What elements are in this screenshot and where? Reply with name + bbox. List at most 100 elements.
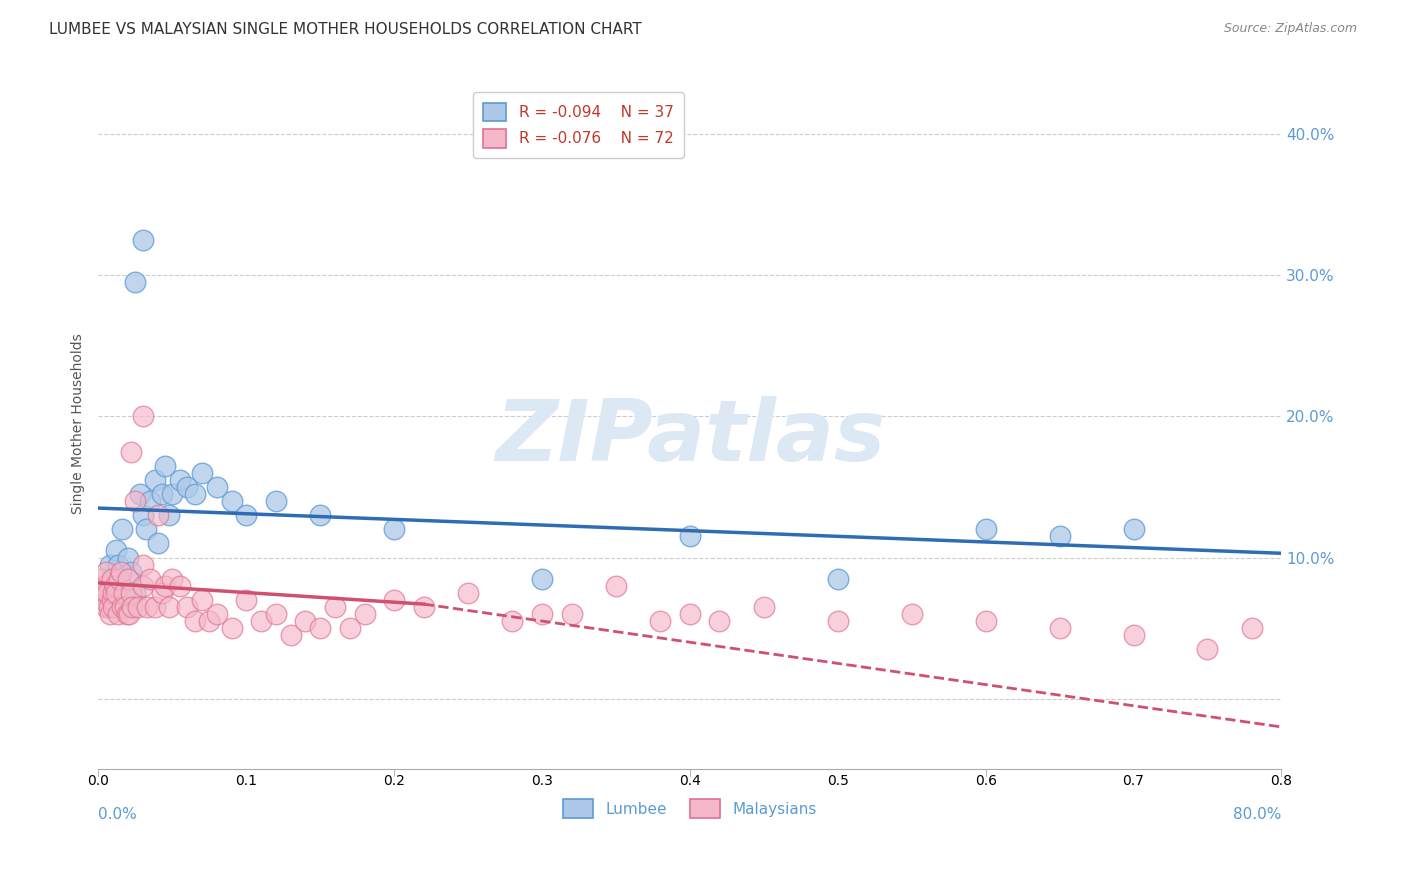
Point (679, 607, 702, 621)
Point (1122, 522, 1144, 536)
Point (132, 579, 155, 593)
Point (110, 565, 132, 579)
Point (900, 607, 922, 621)
Point (124, 494, 146, 508)
Point (103, 586, 125, 600)
Point (309, 508, 332, 523)
Point (176, 480, 198, 494)
Point (150, 487, 173, 501)
Point (157, 508, 180, 523)
Point (162, 487, 184, 501)
Point (100, 592, 122, 607)
Point (176, 599, 198, 614)
Point (1049, 621, 1071, 635)
Point (1049, 529, 1071, 543)
Point (112, 586, 135, 600)
Point (139, 494, 162, 508)
Point (339, 621, 361, 635)
Point (457, 586, 479, 600)
Point (135, 522, 157, 536)
Point (323, 599, 346, 614)
Point (605, 579, 627, 593)
Point (120, 444, 142, 458)
Point (94, 565, 117, 579)
Text: 0.0%: 0.0% (98, 807, 138, 822)
Point (1197, 642, 1219, 657)
Point (120, 565, 142, 579)
Text: LUMBEE VS MALAYSIAN SINGLE MOTHER HOUSEHOLDS CORRELATION CHART: LUMBEE VS MALAYSIAN SINGLE MOTHER HOUSEH… (49, 22, 643, 37)
Point (264, 494, 287, 508)
Point (531, 607, 554, 621)
Point (561, 607, 583, 621)
Point (132, 233, 155, 247)
Point (150, 586, 173, 600)
Point (191, 592, 214, 607)
Text: ZIPatlas: ZIPatlas (495, 396, 884, 479)
Point (115, 607, 138, 621)
Point (90, 572, 112, 586)
Point (93, 579, 115, 593)
Y-axis label: Single Mother Households: Single Mother Households (72, 333, 86, 514)
Point (105, 543, 128, 558)
Point (827, 614, 849, 628)
Point (146, 536, 169, 550)
Point (136, 599, 159, 614)
Point (382, 522, 405, 536)
Point (250, 614, 273, 628)
Point (235, 592, 257, 607)
Point (162, 572, 184, 586)
Point (353, 607, 375, 621)
Point (124, 275, 146, 289)
Text: Source: ZipAtlas.com: Source: ZipAtlas.com (1223, 22, 1357, 36)
Legend: Lumbee, Malaysians: Lumbee, Malaysians (557, 793, 823, 824)
Point (153, 458, 176, 473)
Point (309, 621, 332, 635)
Point (709, 614, 731, 628)
Point (157, 599, 180, 614)
Point (974, 522, 997, 536)
Point (280, 628, 302, 642)
Point (752, 599, 775, 614)
Point (221, 621, 243, 635)
Text: 80.0%: 80.0% (1233, 807, 1281, 822)
Point (132, 558, 155, 572)
Point (91, 592, 114, 607)
Point (143, 599, 166, 614)
Point (128, 487, 150, 501)
Point (235, 508, 257, 523)
Point (1240, 621, 1263, 635)
Point (110, 579, 132, 593)
Point (118, 607, 141, 621)
Point (121, 599, 143, 614)
Point (94, 599, 117, 614)
Point (205, 607, 228, 621)
Point (127, 599, 149, 614)
Point (100, 572, 122, 586)
Point (114, 599, 136, 614)
Point (143, 473, 166, 487)
Point (382, 592, 405, 607)
Point (205, 480, 228, 494)
Point (531, 572, 554, 586)
Point (111, 522, 134, 536)
Point (117, 550, 139, 565)
Point (117, 572, 139, 586)
Point (650, 614, 672, 628)
Point (169, 473, 191, 487)
Point (107, 607, 129, 621)
Point (124, 586, 146, 600)
Point (412, 599, 434, 614)
Point (183, 614, 205, 628)
Point (146, 508, 169, 523)
Point (96, 586, 118, 600)
Point (169, 579, 191, 593)
Point (294, 614, 316, 628)
Point (198, 614, 221, 628)
Point (132, 409, 155, 424)
Point (97, 599, 120, 614)
Point (103, 599, 125, 614)
Point (679, 529, 702, 543)
Point (1122, 628, 1144, 642)
Point (120, 586, 142, 600)
Point (111, 599, 134, 614)
